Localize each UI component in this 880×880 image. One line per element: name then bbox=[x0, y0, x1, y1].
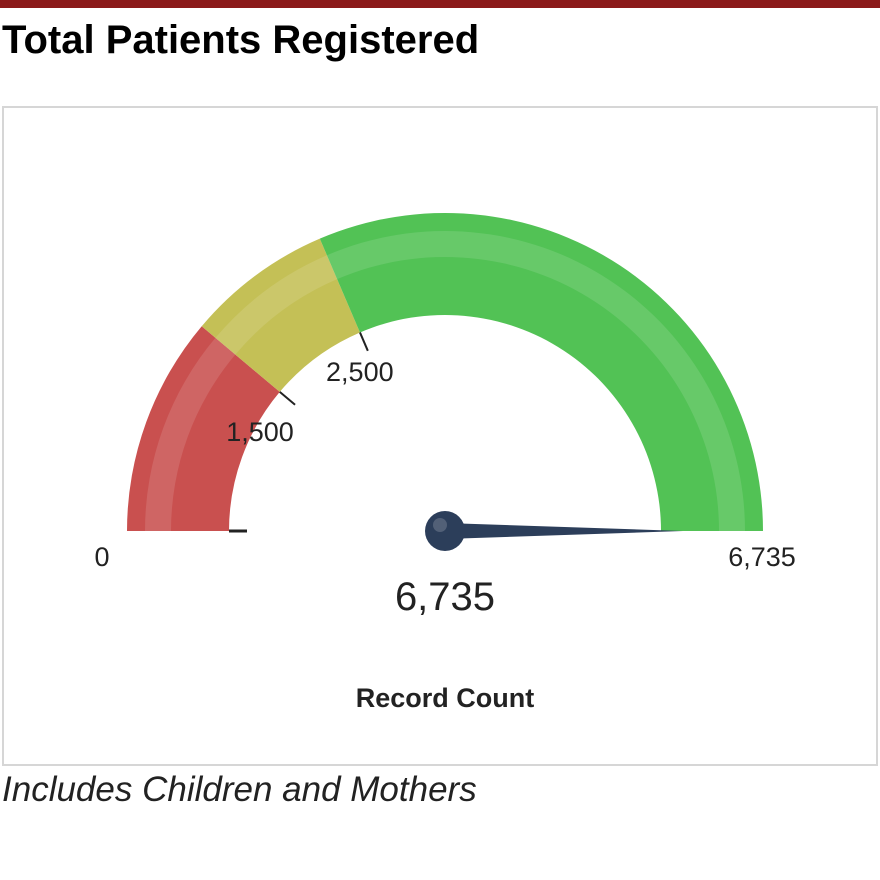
gauge-band-highlight-1 bbox=[145, 337, 236, 531]
gauge-band-1 bbox=[127, 326, 280, 531]
gauge-chart: 1,500 2,500 0 6,735 6,735 Record Count bbox=[94, 213, 796, 713]
gauge-threshold-tick bbox=[359, 332, 369, 352]
page-title: Total Patients Registered bbox=[2, 18, 480, 62]
gauge-needle bbox=[445, 523, 683, 539]
gauge-band-2 bbox=[201, 238, 360, 392]
footnote: Includes Children and Mothers bbox=[2, 770, 477, 809]
gauge-value-label: 6,735 bbox=[395, 575, 495, 619]
gauge-threshold-ticks: 1,500 2,500 bbox=[226, 332, 394, 533]
gauge-needle-group bbox=[425, 511, 683, 551]
gauge-measure-label: Record Count bbox=[356, 683, 535, 713]
gauge-hub-highlight bbox=[433, 518, 447, 532]
gauge-threshold-tick bbox=[279, 391, 296, 406]
gauge-needle-hub bbox=[425, 511, 465, 551]
gauge-threshold-label: 1,500 bbox=[226, 417, 294, 447]
gauge-min-label: 0 bbox=[94, 542, 109, 572]
gauge-labels: 0 6,735 6,735 Record Count bbox=[94, 542, 795, 713]
gauge-band-highlight-3 bbox=[326, 231, 745, 531]
gauge-bands bbox=[127, 213, 763, 531]
gauge-max-label: 6,735 bbox=[728, 542, 796, 572]
gauge-threshold-label: 2,500 bbox=[326, 357, 394, 387]
gauge-panel: 1,500 2,500 0 6,735 6,735 Record Count bbox=[2, 106, 878, 766]
gauge-band-highlight-2 bbox=[215, 255, 338, 355]
top-accent-rule bbox=[0, 0, 880, 8]
gauge-band-3 bbox=[319, 213, 763, 531]
